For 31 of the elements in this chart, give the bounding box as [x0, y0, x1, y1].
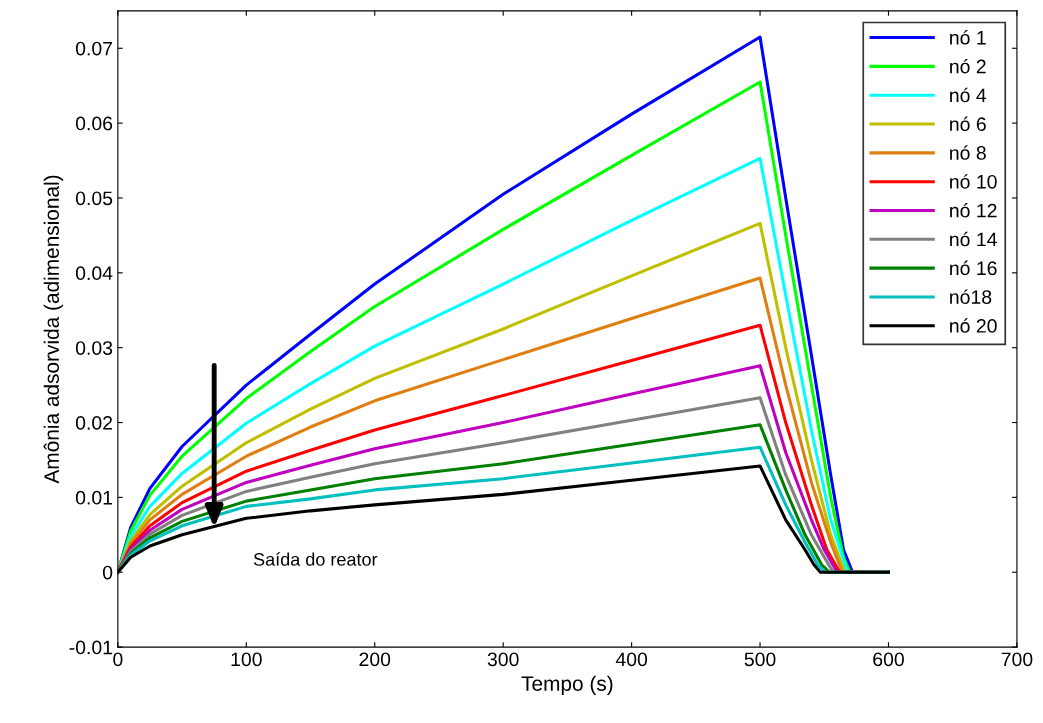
- legend-label: nó 16: [950, 260, 997, 276]
- y-tick-label: 0.07: [75, 41, 113, 56]
- x-tick-label: 200: [359, 652, 391, 667]
- x-axis-title: Tempo (s): [521, 675, 613, 696]
- y-tick-label: -0.01: [69, 640, 113, 655]
- legend-label: nó 4: [950, 87, 987, 103]
- y-tick-label: 0.01: [75, 490, 113, 505]
- y-tick-label: 0.05: [75, 191, 113, 206]
- x-tick-label: 0: [113, 652, 123, 667]
- x-tick-label: 500: [744, 652, 776, 667]
- legend-label: nó 1: [950, 30, 986, 45]
- y-axis-title: Amônia adsorvida (adimensional): [43, 175, 64, 484]
- x-tick-label: 700: [1001, 652, 1033, 667]
- x-tick-label: 400: [615, 652, 648, 667]
- y-tick-label: 0.06: [75, 116, 113, 131]
- legend-label: nó 10: [950, 174, 997, 189]
- x-tick-label: 100: [231, 652, 262, 667]
- legend-label: nó 2: [950, 58, 986, 74]
- legend-label: nó 20: [950, 318, 997, 333]
- annotation: Saída do reator: [253, 552, 378, 566]
- y-tick-label: 0.02: [75, 416, 113, 430]
- y-tick-label: 0.04: [75, 266, 113, 281]
- x-tick-label: 300: [487, 652, 519, 667]
- legend-label: nó 12: [950, 202, 997, 218]
- legend-label: nó18: [950, 289, 992, 304]
- legend-label: nó 8: [950, 145, 986, 160]
- legend-label: nó 14: [950, 231, 997, 247]
- x-tick-label: 600: [873, 652, 904, 667]
- y-tick-label: 0.03: [75, 341, 113, 355]
- y-tick-label: 0: [102, 565, 113, 580]
- legend-label: nó 6: [950, 116, 986, 132]
